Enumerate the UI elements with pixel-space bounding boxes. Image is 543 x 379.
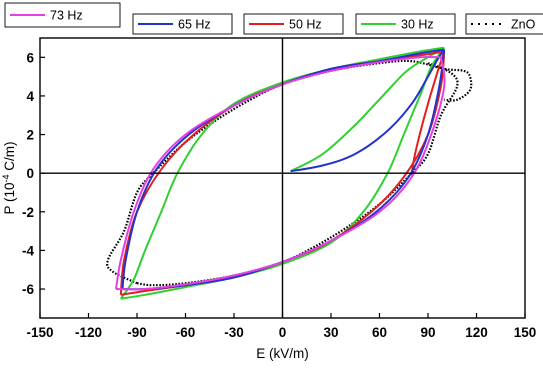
legend-label: 65 Hz bbox=[178, 18, 211, 32]
legend-box bbox=[132, 13, 233, 35]
series-50-hz-initial-branch bbox=[410, 51, 446, 174]
series-65-hz-initial-branch bbox=[290, 49, 446, 173]
y-tick-label: -4 bbox=[22, 243, 34, 258]
x-tick-label: 90 bbox=[420, 325, 435, 340]
y-tick-label: 2 bbox=[26, 128, 34, 143]
curves-layer bbox=[106, 46, 473, 300]
axes-layer bbox=[39, 37, 526, 319]
x-tick-label: 120 bbox=[465, 325, 488, 340]
y-axis-title-unit: C/m) bbox=[2, 141, 17, 174]
x-tick-label: 60 bbox=[372, 325, 387, 340]
ticks-layer: -150 -120 -90 -60 -30 0 30 60 90 120 150 -6 -4 -2 0 2 4 6 bbox=[22, 50, 536, 340]
x-tick-label: 0 bbox=[279, 325, 287, 340]
x-tick-label: -120 bbox=[75, 325, 102, 340]
legend-box bbox=[355, 13, 456, 35]
series-65-hz-lower-branch bbox=[122, 49, 446, 291]
series-65-hz-upper-branch bbox=[121, 48, 445, 290]
x-tick-label: -30 bbox=[224, 325, 244, 340]
x-tick-label: 150 bbox=[514, 325, 537, 340]
y-tick-label: -2 bbox=[22, 205, 34, 220]
series-zno-upper-branch bbox=[106, 59, 473, 285]
y-axis-title-exponent: -4 bbox=[1, 174, 11, 182]
y-tick-label: -6 bbox=[22, 282, 34, 297]
y-tick-label: 6 bbox=[26, 50, 34, 65]
y-axis-title-main: P (10 bbox=[2, 182, 17, 214]
legend-item-30-hz: 30 Hz bbox=[355, 13, 456, 35]
legend-item-73-hz: 73 Hz bbox=[4, 2, 121, 28]
legend-item-zno: ZnO bbox=[465, 13, 543, 35]
y-tick-label: 4 bbox=[26, 89, 34, 104]
x-tick-label: 30 bbox=[323, 325, 338, 340]
y-axis-title: P (10-4 C/m) bbox=[1, 141, 17, 214]
series-73-hz-upper-branch bbox=[115, 55, 441, 290]
y-tick-label: 0 bbox=[26, 166, 34, 181]
legend: 73 Hz 65 Hz 50 Hz 30 Hz ZnO bbox=[4, 2, 543, 35]
legend-box bbox=[465, 13, 543, 35]
legend-label: ZnO bbox=[511, 18, 536, 32]
legend-label: 50 Hz bbox=[289, 18, 322, 32]
x-tick-label: -90 bbox=[127, 325, 147, 340]
x-tick-label: -60 bbox=[176, 325, 196, 340]
series-73-hz-lower-branch bbox=[115, 57, 446, 291]
legend-box bbox=[243, 13, 344, 35]
x-axis-title: E (kV/m) bbox=[256, 346, 309, 361]
x-tick-label: -150 bbox=[26, 325, 53, 340]
legend-item-50-hz: 50 Hz bbox=[243, 13, 344, 35]
legend-item-65-hz: 65 Hz bbox=[132, 13, 233, 35]
legend-label: 30 Hz bbox=[401, 18, 434, 32]
legend-label: 73 Hz bbox=[50, 9, 83, 23]
